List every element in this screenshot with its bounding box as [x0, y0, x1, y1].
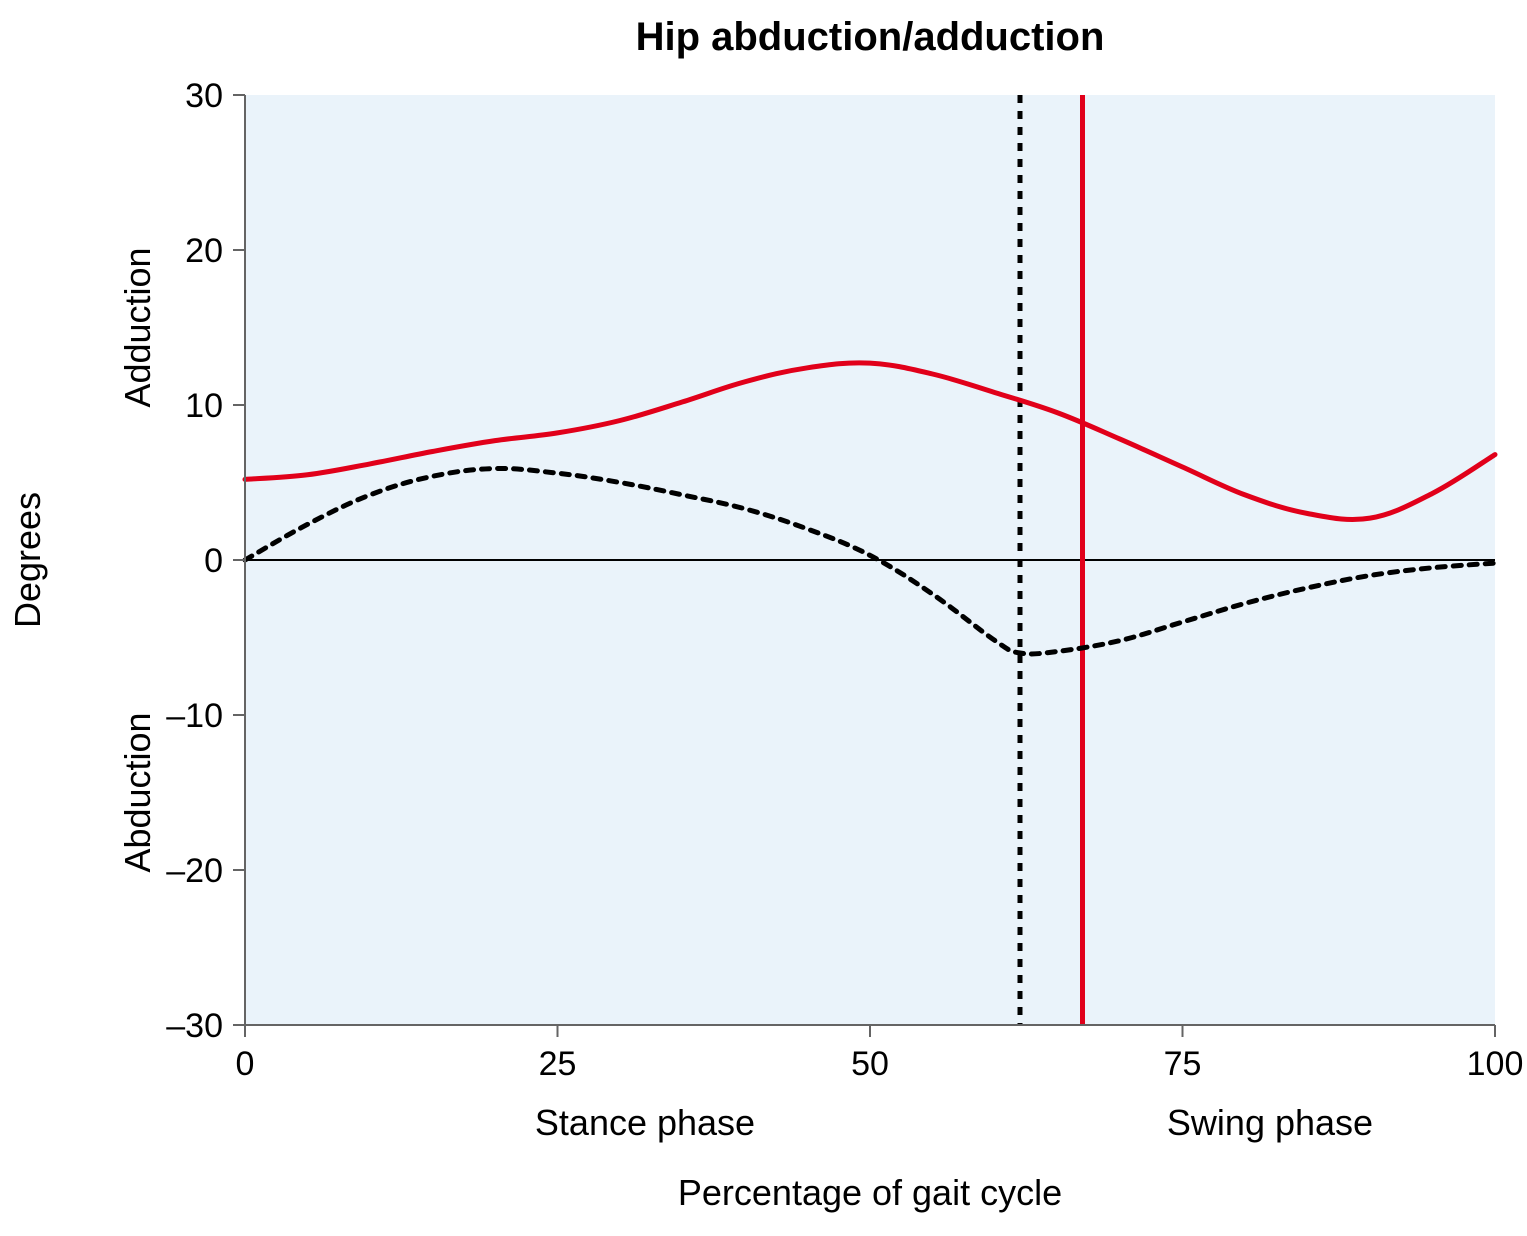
- y-axis-label: Degrees: [7, 492, 48, 628]
- phase-label: Swing phase: [1167, 1102, 1373, 1143]
- chart-title: Hip abduction/adduction: [636, 15, 1105, 59]
- y-tick-label: 10: [185, 387, 223, 425]
- x-tick-label: 100: [1467, 1045, 1524, 1083]
- chart-container: 0 25 50 75 100 –30 –20 –10 0 10 20 30 Hip abduction/…: [0, 0, 1527, 1236]
- x-tick-label: 75: [1164, 1045, 1202, 1083]
- y-side-label: Abduction: [117, 712, 158, 872]
- x-tick-label: 0: [236, 1045, 255, 1083]
- y-side-label: Adduction: [117, 247, 158, 407]
- x-axis-label: Percentage of gait cycle: [678, 1172, 1062, 1213]
- x-tick-label: 50: [851, 1045, 889, 1083]
- y-tick-label: 20: [185, 232, 223, 270]
- chart-svg: 0 25 50 75 100 –30 –20 –10 0 10 20 30 Hip abduction/…: [0, 0, 1527, 1236]
- phase-label: Stance phase: [535, 1102, 755, 1143]
- y-tick-label: –20: [166, 852, 223, 890]
- x-tick-label: 25: [539, 1045, 577, 1083]
- y-tick-label: 0: [204, 542, 223, 580]
- y-tick-label: –30: [166, 1007, 223, 1045]
- y-tick-label: 30: [185, 77, 223, 115]
- y-tick-label: –10: [166, 697, 223, 735]
